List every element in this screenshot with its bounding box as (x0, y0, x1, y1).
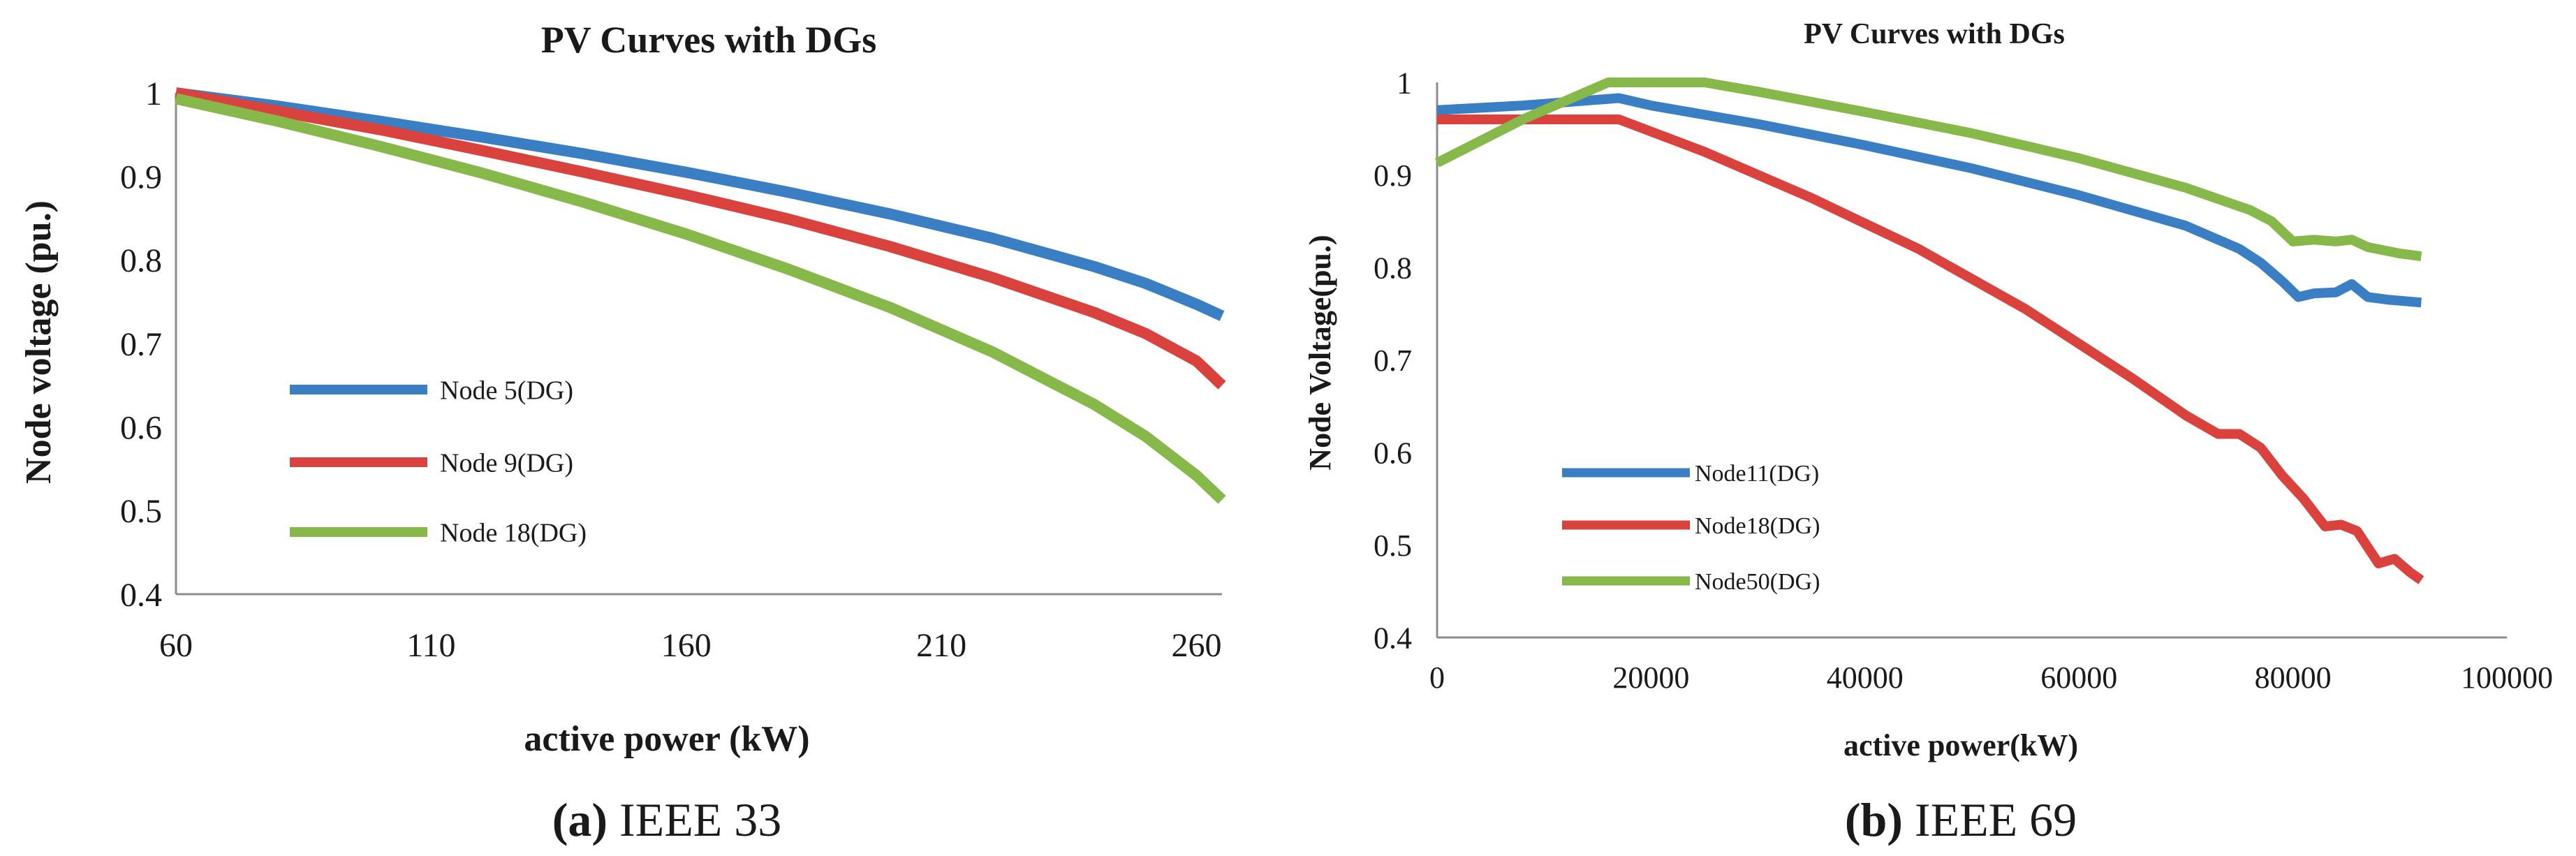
chart-b-legend: Node11(DG) Node18(DG) Node50(DG) (1562, 461, 1820, 595)
chart-a-title: PV Curves with DGs (541, 19, 877, 61)
chart-ieee33: PV Curves with DGs 0.40.50.60.70.80.9160… (19, 19, 1226, 846)
series-line-node18-dg (1437, 115, 2424, 584)
chart-b-series (1434, 78, 2424, 584)
y-tick-label: 0.8 (1374, 251, 1412, 285)
chart-b-caption-text: IEEE 69 (1903, 793, 2077, 846)
chart-a-x-axis-title: active power (kW) (524, 719, 809, 759)
legend-label: Node 18(DG) (440, 518, 587, 547)
legend-label: Node 5(DG) (440, 376, 573, 405)
series-line-node-9-dg (175, 87, 1226, 390)
x-tick-label: 100000 (2461, 661, 2553, 695)
x-tick-label: 160 (661, 627, 712, 664)
series-line-node-5-dg (175, 87, 1225, 321)
series-line-node50-dg (1434, 78, 2422, 262)
legend-label: Node18(DG) (1695, 513, 1820, 539)
legend-label: Node 9(DG) (440, 448, 573, 478)
x-tick-label: 210 (916, 627, 966, 664)
chart-a-caption-text: IEEE 33 (608, 793, 781, 846)
series-line-node11-dg (1436, 93, 2422, 308)
chart-a-legend: Node 5(DG) Node 9(DG) Node 18(DG) (290, 376, 587, 547)
chart-b-axes (1436, 82, 2507, 639)
legend-label: Node11(DG) (1695, 461, 1819, 487)
y-tick-label: 0.9 (1374, 158, 1412, 193)
x-tick-label: 60 (159, 627, 193, 664)
x-tick-label: 40000 (1827, 661, 1904, 695)
chart-a-caption: (a) IEEE 33 (552, 793, 782, 846)
y-tick-label: 1 (145, 75, 162, 112)
chart-a-series (175, 87, 1226, 504)
y-tick-label: 0.7 (120, 326, 162, 363)
chart-b-caption: (b) IEEE 69 (1845, 793, 2077, 846)
chart-a-axes (175, 93, 1222, 596)
chart-b-title: PV Curves with DGs (1804, 18, 2065, 50)
y-tick-label: 0.6 (1374, 436, 1412, 470)
chart-b-tick-labels: 0.4 0.5 0.6 0.7 0.8 0.9 1 0 20000 40000 60000 80000… (1374, 66, 2553, 695)
chart-a-caption-label: (a) (552, 793, 608, 846)
chart-ieee69: PV Curves with DGs 0.4 0.5 0.6 0.7 0.8 0.9 1 0 2… (1303, 18, 2553, 846)
y-tick-label: 0.7 (1374, 344, 1412, 378)
legend-label: Node50(DG) (1695, 569, 1820, 595)
chart-a-y-axis-title: Node voltage (pu.) (19, 200, 59, 484)
y-tick-label: 1 (1397, 66, 1412, 100)
chart-b-x-axis-title: active power(kW) (1843, 728, 2078, 762)
y-tick-label: 0.6 (120, 409, 162, 446)
chart-b-y-axis-title: Node Voltage(pu.) (1303, 235, 1337, 470)
y-tick-label: 0.5 (120, 493, 162, 530)
y-tick-label: 0.4 (120, 577, 162, 614)
y-tick-label: 0.8 (120, 242, 162, 279)
x-tick-label: 260 (1171, 627, 1221, 664)
x-tick-label: 20000 (1612, 661, 1689, 695)
chart-b-caption-label: (b) (1845, 793, 1903, 846)
x-tick-label: 110 (406, 627, 455, 664)
y-tick-label: 0.5 (1374, 529, 1412, 563)
x-tick-label: 80000 (2255, 661, 2332, 695)
x-tick-label: 0 (1429, 661, 1445, 695)
y-tick-label: 0.9 (120, 158, 162, 195)
x-tick-label: 60000 (2040, 661, 2117, 695)
series-line-node-18-dg (175, 93, 1226, 504)
y-tick-label: 0.4 (1374, 621, 1412, 655)
